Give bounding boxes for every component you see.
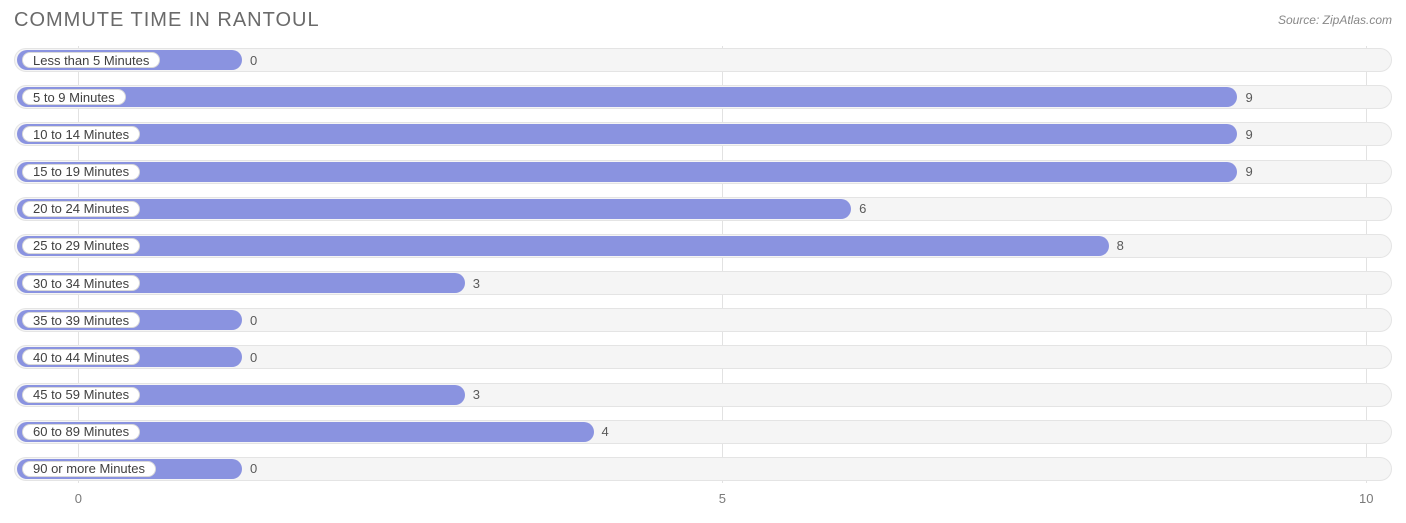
bar-category-label: 15 to 19 Minutes [22, 164, 140, 180]
bar-row: 35 to 39 Minutes 0 [14, 306, 1392, 334]
bar-category-label: 45 to 59 Minutes [22, 387, 140, 403]
bar-value-label: 8 [1109, 232, 1124, 260]
bar-row: 90 or more Minutes 0 [14, 455, 1392, 483]
bar-category-label: Less than 5 Minutes [22, 52, 160, 68]
bar-value-label: 9 [1237, 120, 1252, 148]
x-axis-tick: 5 [719, 491, 726, 506]
bar-row: 20 to 24 Minutes 6 [14, 195, 1392, 223]
bars-group: Less than 5 Minutes05 to 9 Minutes910 to… [14, 46, 1392, 483]
bar-value-label: 3 [465, 381, 480, 409]
bar-value-label: 9 [1237, 158, 1252, 186]
bar-row: 10 to 14 Minutes 9 [14, 120, 1392, 148]
bar-value-label: 9 [1237, 83, 1252, 111]
x-axis-tick: 10 [1359, 491, 1373, 506]
x-axis-tick: 0 [75, 491, 82, 506]
bar-category-label: 5 to 9 Minutes [22, 89, 126, 105]
bar-fill [17, 162, 1237, 182]
bar-row: 60 to 89 Minutes 4 [14, 418, 1392, 446]
bar-category-label: 35 to 39 Minutes [22, 312, 140, 328]
bar-row: 15 to 19 Minutes 9 [14, 158, 1392, 186]
chart-header: COMMUTE TIME IN RANTOUL Source: ZipAtlas… [0, 0, 1406, 40]
chart-container: COMMUTE TIME IN RANTOUL Source: ZipAtlas… [0, 0, 1406, 523]
bar-value-label: 6 [851, 195, 866, 223]
bar-row: 5 to 9 Minutes 9 [14, 83, 1392, 111]
bar-row: 30 to 34 Minutes 3 [14, 269, 1392, 297]
bar-fill [17, 236, 1109, 256]
bar-value-label: 0 [242, 455, 257, 483]
bar-value-label: 0 [242, 46, 257, 74]
bar-fill [17, 124, 1237, 144]
bar-row: Less than 5 Minutes 0 [14, 46, 1392, 74]
bar-category-label: 40 to 44 Minutes [22, 349, 140, 365]
chart-title: COMMUTE TIME IN RANTOUL [14, 9, 320, 32]
bar-fill [17, 199, 851, 219]
bar-category-label: 60 to 89 Minutes [22, 424, 140, 440]
bar-category-label: 90 or more Minutes [22, 461, 156, 477]
bar-category-label: 25 to 29 Minutes [22, 238, 140, 254]
bar-value-label: 4 [594, 418, 609, 446]
bar-value-label: 0 [242, 343, 257, 371]
bar-row: 40 to 44 Minutes 0 [14, 343, 1392, 371]
bar-value-label: 0 [242, 306, 257, 334]
chart-source: Source: ZipAtlas.com [1278, 13, 1392, 27]
x-axis: 0 5 10 [14, 491, 1392, 511]
bar-row: 25 to 29 Minutes 8 [14, 232, 1392, 260]
plot-area: Less than 5 Minutes05 to 9 Minutes910 to… [14, 46, 1392, 483]
bar-category-label: 10 to 14 Minutes [22, 126, 140, 142]
bar-category-label: 20 to 24 Minutes [22, 201, 140, 217]
bar-row: 45 to 59 Minutes 3 [14, 381, 1392, 409]
bar-fill [17, 87, 1237, 107]
bar-category-label: 30 to 34 Minutes [22, 275, 140, 291]
bar-value-label: 3 [465, 269, 480, 297]
